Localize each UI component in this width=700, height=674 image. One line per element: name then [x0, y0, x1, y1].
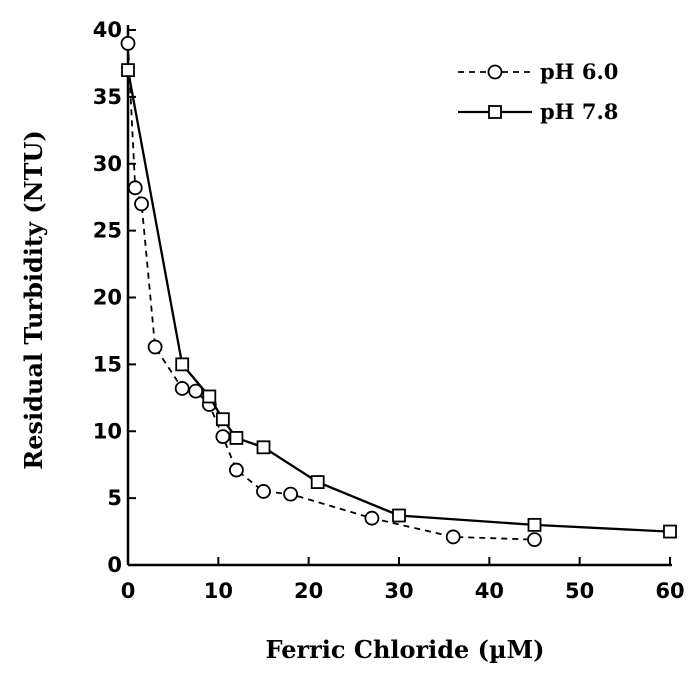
data-point	[256, 440, 271, 455]
data-point	[120, 35, 136, 51]
series-layer	[120, 35, 677, 547]
data-point	[527, 517, 542, 532]
data-point	[228, 462, 244, 478]
y-tick-label: 40	[93, 18, 122, 42]
y-tick-label: 30	[93, 152, 122, 176]
legend-label: pH 7.8	[540, 99, 618, 124]
y-tick-label: 0	[107, 553, 122, 577]
x-tick-label: 10	[204, 579, 233, 603]
data-point	[229, 431, 244, 445]
x-tick-label: 50	[565, 579, 594, 603]
data-point	[527, 532, 542, 547]
data-point	[215, 429, 231, 445]
series-square	[121, 63, 677, 539]
axis-ticks: 0 5 10 15 20 25 30 35 40 0 10 20 30 40 50 60	[93, 18, 685, 603]
data-point	[364, 510, 380, 526]
data-point	[175, 357, 190, 372]
legend-label: pH 6.0	[540, 59, 618, 84]
legend-marker	[488, 105, 502, 119]
data-point	[134, 196, 149, 212]
y-tick-label: 15	[93, 352, 122, 376]
data-point	[283, 486, 299, 502]
legend: pH 6.0 pH 7.8	[458, 59, 618, 124]
legend-marker	[487, 64, 503, 80]
y-tick-label: 10	[93, 419, 122, 443]
x-tick-label: 30	[384, 579, 413, 603]
data-point	[174, 381, 190, 396]
y-tick-label: 20	[93, 286, 122, 310]
y-tick-label: 25	[93, 219, 122, 243]
data-point	[445, 529, 461, 545]
x-tick-label: 60	[655, 579, 684, 603]
x-axis-label: Ferric Chloride (µM)	[265, 635, 544, 664]
data-point	[663, 524, 677, 539]
data-point	[188, 383, 204, 399]
x-tick-label: 40	[475, 579, 504, 603]
data-point	[127, 180, 143, 196]
data-point	[392, 508, 406, 523]
y-tick-label: 5	[107, 486, 122, 510]
series-circle	[120, 35, 542, 547]
data-point	[256, 484, 271, 499]
series-line	[127, 43, 535, 541]
data-point	[215, 412, 230, 427]
data-point	[147, 339, 163, 355]
y-axis-label: Residual Turbidity (NTU)	[19, 130, 48, 469]
y-tick-label: 35	[93, 85, 122, 109]
data-point	[202, 389, 217, 404]
data-point	[310, 475, 325, 489]
x-tick-label: 20	[294, 579, 323, 603]
series-line	[126, 69, 671, 533]
data-point	[121, 63, 135, 78]
x-tick-label: 0	[121, 579, 136, 603]
